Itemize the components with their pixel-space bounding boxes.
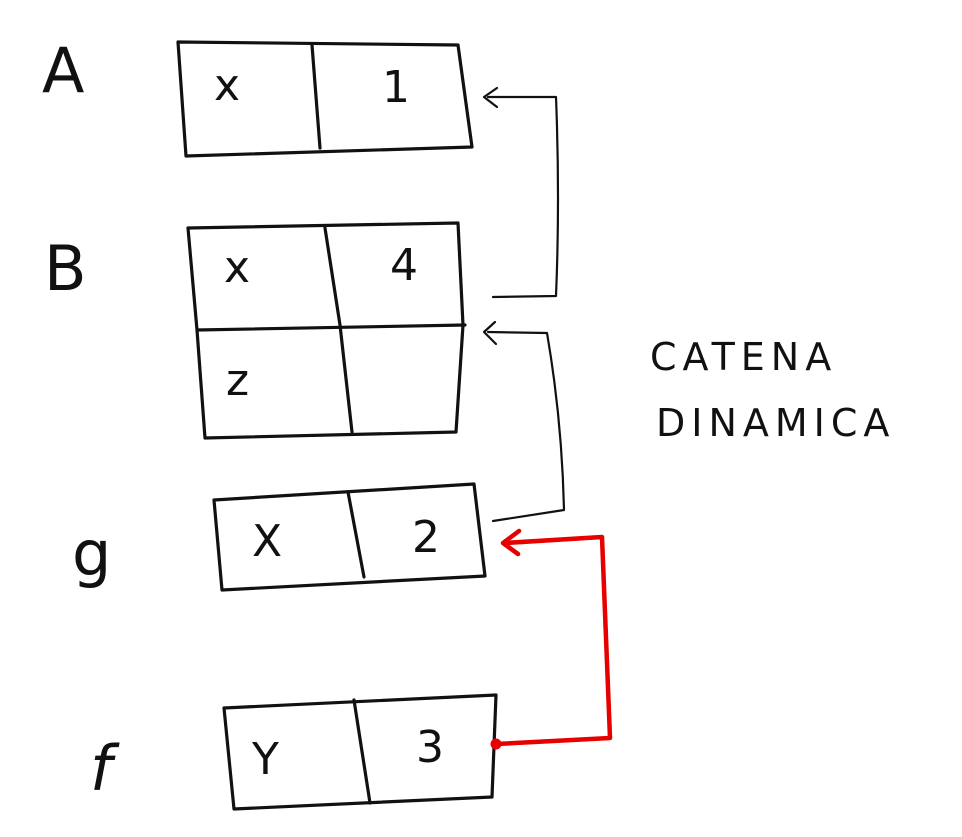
frame-g-value-cell: 2 <box>412 512 440 563</box>
frame-a-divider <box>310 43 322 150</box>
link-b-to-a-arrowhead <box>482 86 499 109</box>
frame-f: Y 3 <box>222 693 498 811</box>
frame-b-row-divider <box>195 323 467 332</box>
frame-a-var-cell: x <box>214 60 240 111</box>
frame-label-a: A <box>42 34 84 107</box>
frame-label-b: B <box>44 232 87 305</box>
frame-g-var-cell: X <box>252 516 282 567</box>
frame-a: x 1 <box>176 40 474 158</box>
frame-label-g: g <box>72 517 111 590</box>
frame-b-value-cell-1: 4 <box>390 240 418 291</box>
frame-label-f: f <box>90 732 120 805</box>
link-f-to-g <box>490 528 613 750</box>
link-g-to-b-arrowhead <box>482 320 498 346</box>
frame-b-col-divider <box>323 226 354 434</box>
link-f-to-g-origin-dot <box>490 738 502 750</box>
link-f-to-g-arrowhead <box>500 528 522 557</box>
frame-f-divider <box>352 698 372 805</box>
frame-f-var-cell: Y <box>251 734 279 785</box>
link-b-to-a <box>482 86 560 299</box>
link-f-to-g-line <box>493 534 613 747</box>
frame-b: x 4 z <box>186 221 467 440</box>
title-line-1: CATENA <box>650 335 837 379</box>
link-g-to-b <box>482 320 566 523</box>
frame-f-value-cell: 3 <box>416 722 444 773</box>
frame-g: X 2 <box>212 482 487 592</box>
frame-f-border <box>222 693 498 811</box>
title-line-2: DINAMICA <box>656 401 895 445</box>
frame-a-value-cell: 1 <box>382 62 410 113</box>
link-g-to-b-line <box>486 330 566 523</box>
frame-g-border <box>212 482 487 592</box>
link-b-to-a-line <box>486 95 560 299</box>
frame-b-var-cell-1: x <box>224 242 250 293</box>
frame-b-var-cell-2: z <box>226 355 249 406</box>
frame-g-divider <box>346 490 366 579</box>
frame-a-border <box>176 40 474 158</box>
